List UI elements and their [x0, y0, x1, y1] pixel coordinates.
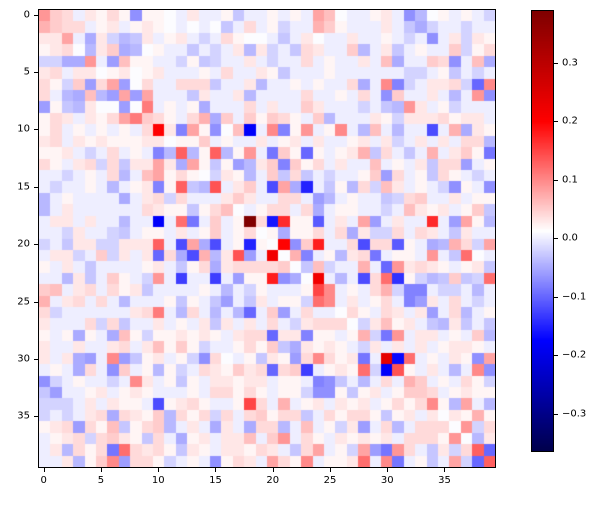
y-tick-label: 5: [23, 66, 30, 78]
y-tick-mark: [34, 129, 38, 131]
y-tick-mark: [34, 358, 38, 360]
x-tick-label: 35: [438, 475, 451, 486]
y-tick-label: 35: [17, 410, 30, 422]
colorbar-tick-label: 0.3: [562, 57, 578, 69]
x-tick-mark: [387, 468, 389, 472]
colorbar-tick-mark: [554, 296, 558, 298]
y-tick-mark: [34, 416, 38, 418]
colorbar-tick-label: −0.1: [562, 291, 587, 303]
y-tick-mark: [34, 186, 38, 188]
colorbar-tick-mark: [554, 413, 558, 415]
x-tick-label: 0: [40, 475, 47, 486]
x-tick-mark: [100, 468, 102, 472]
y-tick-mark: [34, 72, 38, 74]
y-tick-mark: [34, 14, 38, 16]
x-tick-label: 15: [209, 475, 222, 486]
y-tick-label: 15: [17, 181, 30, 193]
colorbar-gradient-canvas: [532, 11, 553, 451]
colorbar-tick-label: −0.2: [562, 349, 587, 361]
x-tick-mark: [43, 468, 45, 472]
x-tick-label: 5: [97, 475, 105, 486]
colorbar-tick-label: 0.1: [562, 174, 578, 186]
heatmap-canvas: [39, 10, 495, 467]
y-tick-mark: [34, 244, 38, 246]
y-tick-label: 30: [17, 353, 30, 365]
colorbar-tick-mark: [554, 179, 558, 181]
colorbar: [531, 10, 554, 452]
x-tick-label: 25: [323, 475, 337, 486]
x-tick-mark: [158, 468, 160, 472]
heatmap-axes: [38, 9, 496, 468]
colorbar-tick-mark: [554, 238, 558, 240]
x-tick-label: 20: [266, 475, 280, 486]
x-tick-mark: [444, 468, 446, 472]
colorbar-tick-mark: [554, 121, 558, 123]
colorbar-tick-mark: [554, 62, 558, 64]
y-tick-mark: [34, 301, 38, 303]
x-tick-mark: [215, 468, 217, 472]
x-tick-mark: [329, 468, 331, 472]
colorbar-tick-label: −0.3: [562, 408, 587, 420]
colorbar-tick-mark: [554, 355, 558, 357]
y-tick-label: 0: [23, 9, 30, 21]
x-tick-label: 10: [151, 475, 165, 486]
y-tick-label: 20: [17, 238, 30, 250]
y-tick-label: 10: [17, 123, 30, 135]
colorbar-tick-label: 0.2: [562, 115, 578, 127]
colorbar-tick-label: 0.0: [562, 232, 578, 244]
y-tick-label: 25: [17, 296, 30, 308]
x-tick-mark: [272, 468, 274, 472]
x-tick-label: 30: [380, 475, 394, 486]
